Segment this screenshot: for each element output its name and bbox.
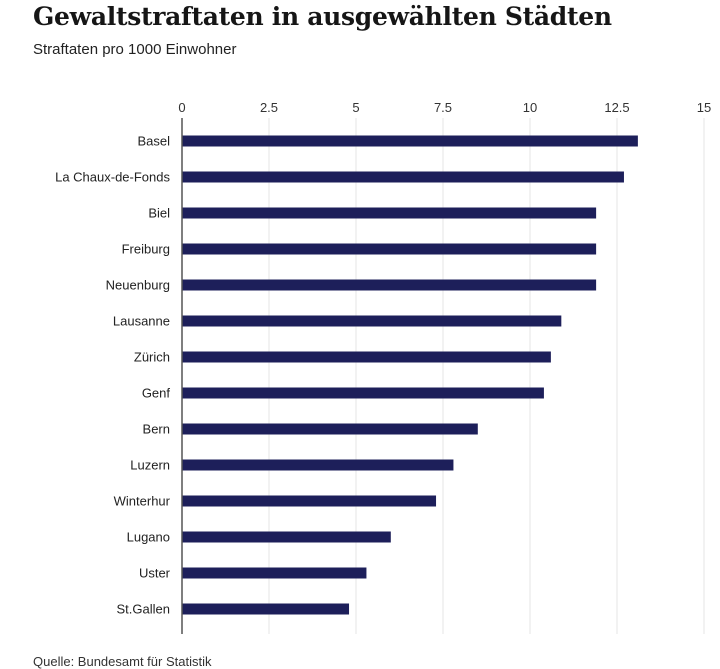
- x-tick-label: 10: [523, 100, 537, 115]
- category-label: Freiburg: [122, 242, 170, 257]
- category-label: Neuenburg: [106, 278, 170, 293]
- x-tick-label: 2.5: [260, 100, 278, 115]
- bar: [182, 603, 350, 615]
- x-tick-label: 7.5: [434, 100, 452, 115]
- category-label: Lausanne: [113, 314, 170, 329]
- x-axis-ticks: 0 2.5 5 7.5 10 12.5 15: [178, 100, 711, 115]
- bar: [182, 279, 597, 291]
- category-label: Luzern: [130, 458, 170, 473]
- category-label: Genf: [142, 386, 171, 401]
- x-tick-label: 15: [697, 100, 711, 115]
- x-tick-label: 0: [178, 100, 185, 115]
- x-tick-label: 12.5: [604, 100, 629, 115]
- bar: [182, 351, 551, 363]
- bar: [182, 207, 597, 219]
- bar: [182, 135, 638, 147]
- source-note: Quelle: Bundesamt für Statistik: [33, 654, 212, 669]
- bars: [182, 135, 638, 615]
- x-tick-label: 5: [352, 100, 359, 115]
- bar: [182, 315, 562, 327]
- gridlines: [268, 118, 705, 634]
- category-label: Bern: [143, 422, 170, 437]
- bar: [182, 387, 544, 399]
- bar: [182, 171, 624, 183]
- bar: [182, 567, 367, 579]
- category-label: St.Gallen: [117, 602, 170, 617]
- chart-subtitle: Straftaten pro 1000 Einwohner: [33, 41, 237, 58]
- category-label: Biel: [148, 206, 170, 221]
- chart-title: Gewaltstraftaten in ausgewählten Städten: [33, 2, 612, 31]
- category-label: Lugano: [127, 530, 170, 545]
- category-label: La Chaux-de-Fonds: [55, 170, 170, 185]
- category-labels: Basel La Chaux-de-Fonds Biel Freiburg Neuenb…: [55, 134, 171, 617]
- category-label: Winterhur: [114, 494, 171, 509]
- bar: [182, 459, 454, 471]
- category-label: Zürich: [134, 350, 170, 365]
- category-label: Basel: [137, 134, 170, 149]
- category-label: Uster: [139, 566, 171, 581]
- bar: [182, 531, 391, 543]
- bar: [182, 243, 597, 255]
- bar: [182, 495, 437, 507]
- bar: [182, 423, 478, 435]
